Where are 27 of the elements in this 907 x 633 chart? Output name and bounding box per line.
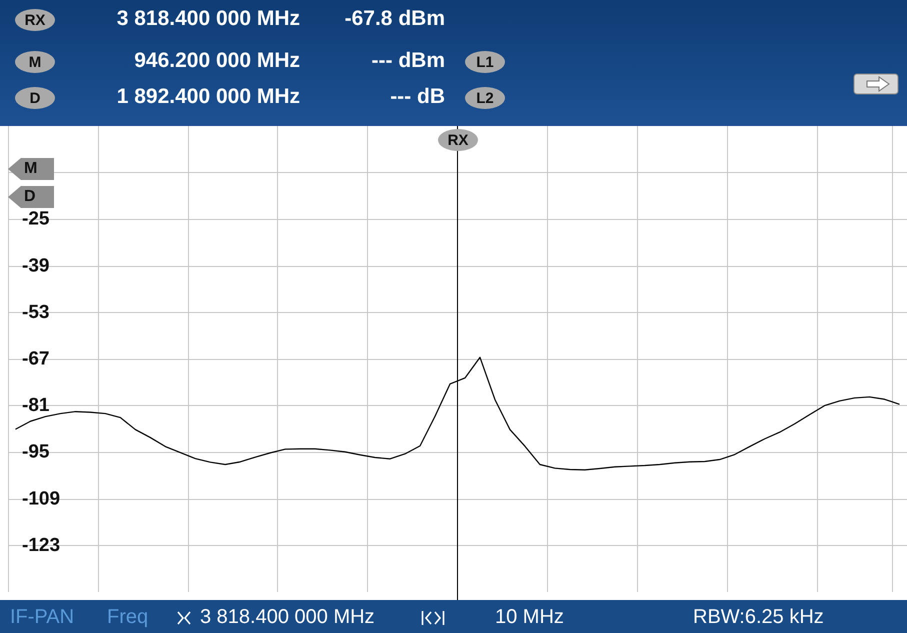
annotation: D [8,186,54,208]
y-tick-label: -123 [22,534,60,556]
text: 3 818.400 000 MHz [116,7,300,31]
text: --- dB [390,85,445,109]
annotation: M [8,158,54,180]
y-tick-label: -39 [22,255,50,276]
text: Freq [107,606,148,629]
text: IF-PAN [10,606,74,629]
text: 10 MHz [495,606,564,629]
y-tick-label: -81 [22,395,50,416]
text: D [15,87,55,109]
text: L1 [465,51,505,73]
text: L2 [465,87,505,109]
text: -67.8 dBm [344,7,445,31]
text: 3 818.400 000 MHz [200,606,375,629]
text: M [15,51,55,73]
text: --- dBm [372,49,445,73]
annotation: RX [438,129,478,151]
y-tick-label: -53 [22,302,50,323]
text: RBW:6.25 kHz [693,606,824,629]
text: RX [15,9,55,31]
y-tick-label: -67 [22,348,50,370]
y-tick-label: -109 [22,488,60,510]
text: 1 892.400 000 MHz [116,85,300,109]
text: 946.200 000 MHz [134,49,300,73]
y-tick-label: -25 [22,208,50,230]
y-tick-label: -95 [22,442,50,463]
